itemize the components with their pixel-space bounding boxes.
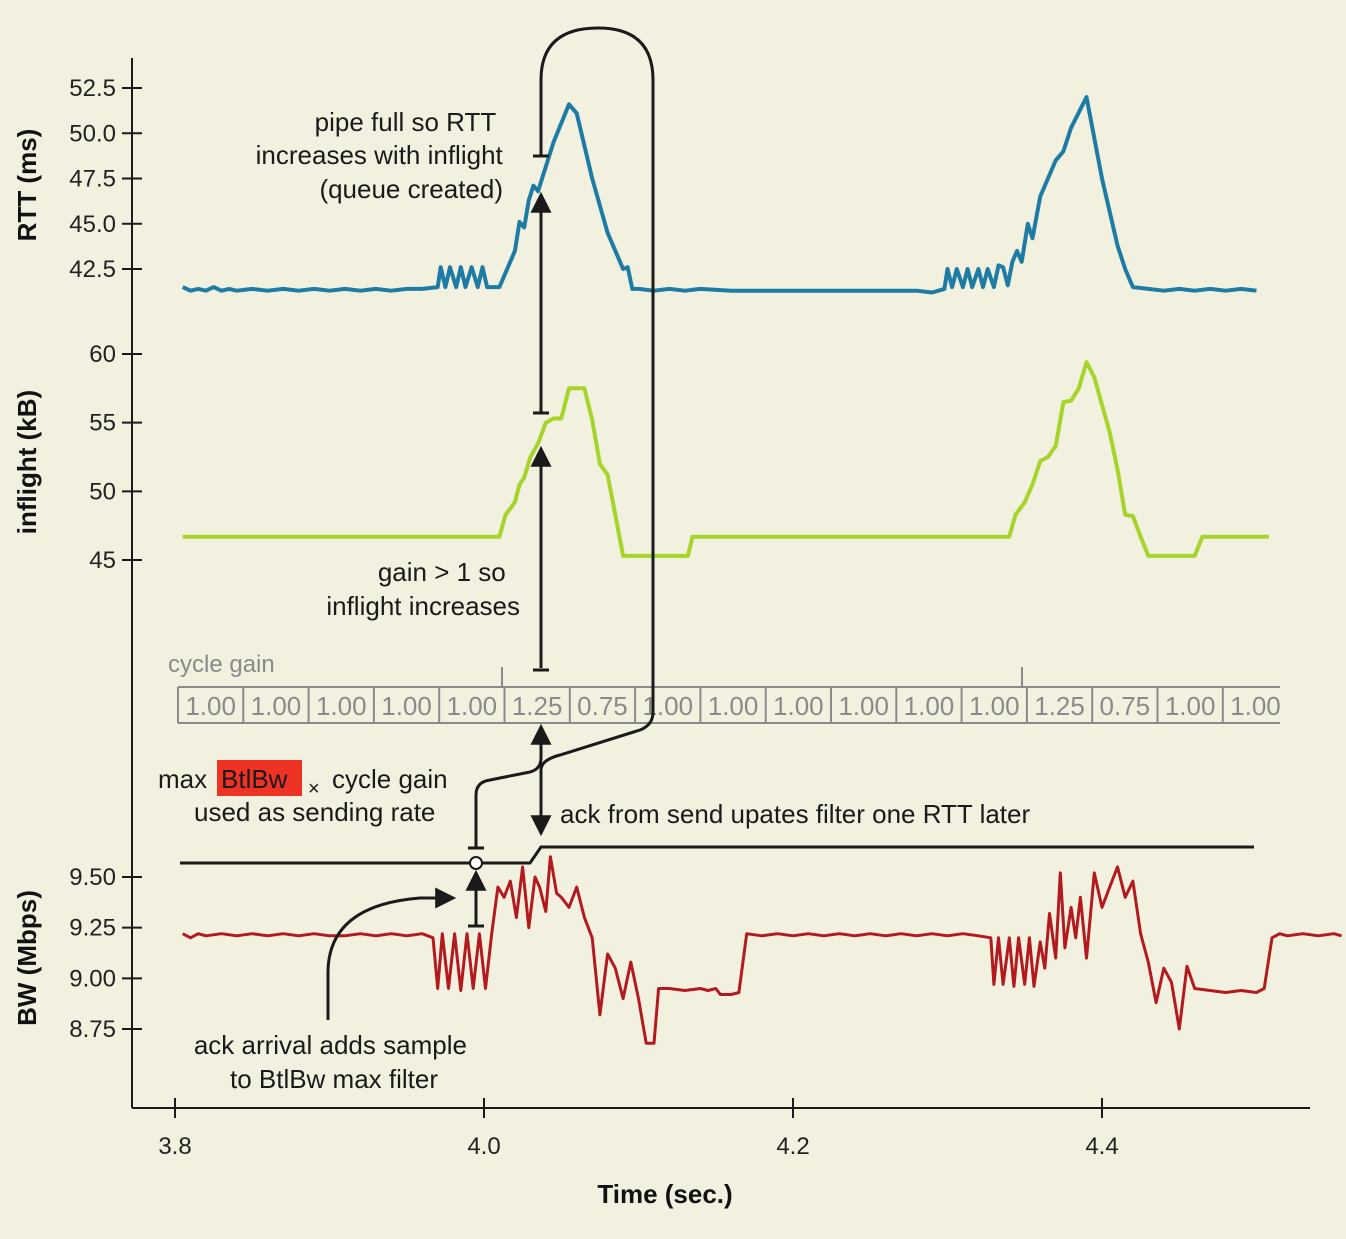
gain-cell-value: 1.00	[1230, 691, 1281, 721]
xtick-label: 3.8	[158, 1133, 191, 1160]
gain-cell-value: 0.75	[1100, 691, 1151, 721]
sample-point-marker	[469, 856, 483, 870]
gain-cell-value: 1.00	[316, 691, 367, 721]
sending-rate-arrow	[474, 723, 552, 848]
x-axis-title: Time (sec.)	[597, 1179, 732, 1209]
gain-cell-value: 1.00	[642, 691, 693, 721]
rtt-ytick-label: 47.5	[69, 166, 116, 193]
cycle-gain-label: cycle gain	[168, 651, 275, 678]
ack-arrival-arrow	[326, 887, 457, 1020]
gain-annotation: gain > 1 so inflight increases	[326, 557, 520, 621]
ack-filter-annotation: ack from send upates filter one RTT late…	[560, 799, 1030, 829]
rtt-ytick-label: 42.5	[69, 256, 116, 283]
xtick-label: 4.2	[776, 1133, 809, 1160]
inflight-ytick-label: 50	[89, 478, 116, 505]
inflight-axis-title: inflight (kB)	[12, 390, 42, 534]
gain-cell-value: 1.00	[904, 691, 955, 721]
gain-cell-value: 1.00	[969, 691, 1020, 721]
gain-cell-value: 1.25	[512, 691, 563, 721]
inflight-series-line	[182, 360, 1269, 558]
inflight-ytick-label: 45	[89, 547, 116, 574]
bw-ytick-label: 9.50	[69, 864, 116, 891]
rtt-ytick-label: 45.0	[69, 211, 116, 238]
rtt-axis-title: RTT (ms)	[12, 129, 42, 242]
xtick-label: 4.4	[1085, 1133, 1118, 1160]
inflight-ytick-label: 55	[89, 410, 116, 437]
cycle-gain-product-label: cycle gain	[332, 764, 448, 794]
max-label: max	[158, 764, 207, 794]
gain-cell-value: 1.00	[838, 691, 889, 721]
gain-cell-value: 1.25	[1034, 691, 1085, 721]
sending-rate-label: used as sending rate	[194, 797, 435, 827]
btlbw-label: BtlBw	[221, 764, 288, 794]
gain-cell-value: 1.00	[773, 691, 824, 721]
gain-cell-value: 1.00	[447, 691, 498, 721]
gain-cell-value: 1.00	[708, 691, 759, 721]
cycle-gain-table: 1.00 1.00 1.00 1.00 1.00 1.25 0.75 1.00 1.00 1.00…	[177, 667, 1281, 724]
times-symbol: ×	[308, 778, 320, 800]
btlbw-max-filter-line	[180, 845, 1254, 865]
inflight-ytick-label: 60	[89, 341, 116, 368]
bw-ytick-label: 8.75	[69, 1016, 116, 1043]
bw-axis-title: BW (Mbps)	[12, 890, 42, 1026]
gain-cell-value: 1.00	[1165, 691, 1216, 721]
rtt-loop-arrow	[539, 26, 655, 810]
pipe-full-annotation: pipe full so RTT increases with inflight…	[256, 107, 510, 204]
y-ticks: 42.5 45.0 47.5 50.0 52.5 45 50 55 60 8.75 9.00 9.25…	[69, 75, 142, 1043]
rtt-ytick-label: 50.0	[69, 120, 116, 147]
x-ticks: 3.8 4.0 4.2 4.4	[158, 1098, 1119, 1160]
bw-ytick-label: 9.25	[69, 915, 116, 942]
gain-cell-value: 1.00	[381, 691, 432, 721]
rtt-series-line	[181, 95, 1257, 295]
bw-series-line	[182, 855, 1342, 1045]
gain-cell-value: 1.00	[185, 691, 236, 721]
bw-ytick-label: 9.00	[69, 965, 116, 992]
xtick-label: 4.0	[467, 1133, 500, 1160]
ack-arrival-annotation: ack arrival adds sample to BtlBw max fil…	[194, 1030, 474, 1094]
btlbw-highlight	[217, 760, 302, 796]
rtt-ytick-label: 52.5	[69, 75, 116, 102]
gain-cell-value: 1.00	[251, 691, 302, 721]
gain-cell-value: 0.75	[577, 691, 628, 721]
